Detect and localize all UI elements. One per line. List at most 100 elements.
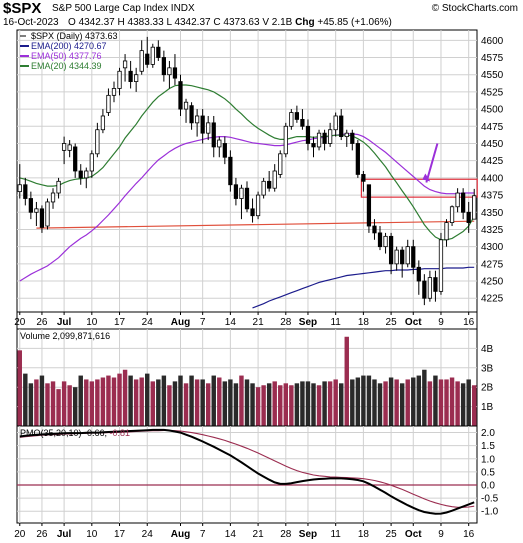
close-value: 4373.63: [223, 17, 260, 28]
volume-bar: [466, 379, 471, 426]
volume-bar: [156, 379, 161, 426]
volume-bar: [45, 383, 50, 426]
price-tick-label: 4500: [481, 105, 504, 116]
resistance-box: [360, 178, 478, 198]
volume-bar: [316, 385, 322, 426]
pmo-tick-label: 1.5: [481, 441, 495, 452]
volume-bar: [472, 385, 477, 426]
volume-bar: [350, 379, 355, 426]
candle-body: [183, 101, 189, 110]
volume-bar: [183, 383, 189, 426]
ema50-line: [19, 133, 475, 282]
candle-body: [455, 192, 460, 208]
date-tick-label: 18: [358, 529, 370, 540]
volume-bar: [327, 381, 333, 426]
date-tick-label: 18: [358, 317, 370, 328]
price-legend-entry: EMA(200) 4270.67: [31, 41, 107, 51]
volume-bar: [411, 377, 416, 426]
volume-legend: Volume 2,099,871,616: [20, 331, 110, 341]
candle-body: [466, 211, 471, 223]
price-tick-label: 4300: [481, 242, 504, 253]
date-tick-label: Sep: [299, 529, 317, 540]
candle-body: [283, 125, 288, 155]
date-axis: 20 26 Jul 10 17 24 Aug 7 14 21 28 Sep 11 18 25 Oct 9 16: [14, 311, 478, 330]
candle-body: [244, 187, 250, 210]
volume-bar: [178, 375, 183, 426]
candle-body: [228, 156, 233, 186]
candle-body: [233, 184, 239, 199]
volume-bar: [405, 379, 410, 426]
volume-bar: [305, 381, 311, 426]
candle-body: [444, 222, 449, 241]
volume-bar: [244, 379, 250, 426]
candle-body: [211, 122, 216, 148]
volume-bar: [444, 379, 449, 426]
candle-body: [78, 170, 83, 179]
change-value: +45.85 (+1.06%): [317, 17, 392, 28]
date-tick-label: 10: [86, 317, 98, 328]
volume-bar: [228, 379, 233, 426]
price-legend-entry: EMA(50) 4377.76: [31, 51, 102, 61]
volume-value: 2.1B: [271, 17, 293, 28]
ohlc-readout: O 4342.37 H 4383.33 L 4342.37 C 4373.63 …: [68, 17, 392, 28]
volume-bar: [455, 381, 460, 426]
candle-body: [122, 60, 128, 69]
volume-bar: [438, 379, 444, 426]
close-label: C: [213, 17, 221, 28]
volume-bar: [172, 381, 178, 426]
volume-bar: [161, 375, 167, 426]
ema20-line: [19, 84, 475, 241]
volume-bar: [266, 383, 272, 426]
date-tick-label: 10: [86, 529, 98, 540]
volume-bar: [72, 387, 78, 426]
price-legend-entry: EMA(20) 4344.39: [31, 61, 102, 71]
date-tick-label: 20: [14, 529, 26, 540]
candle-body: [200, 115, 205, 134]
volume-bar: [217, 377, 222, 426]
price-tick-label: 4375: [481, 191, 504, 202]
candle-body: [117, 70, 122, 89]
price-tick-label: 4525: [481, 87, 504, 98]
volume-bar: [388, 377, 394, 426]
candle-body: [361, 174, 366, 182]
volume-panel: 1B 2B 3B 4B Volume 2,099,871,616: [16, 328, 494, 427]
volume-bar: [344, 336, 349, 426]
date-tick-label: 25: [386, 529, 398, 540]
volume-bar: [383, 381, 388, 426]
candle-body: [128, 70, 133, 82]
candle-body: [156, 46, 161, 58]
candle-body: [34, 208, 39, 213]
pmo-tick-label: -1.0: [481, 507, 499, 518]
price-tick-label: 4475: [481, 122, 504, 133]
volume-bar: [34, 379, 39, 426]
volume-bar: [167, 385, 172, 426]
company-name: S&P 500 Large Cap Index INDX: [52, 3, 195, 14]
candle-body: [239, 187, 244, 199]
candle-body: [267, 180, 272, 189]
volume-bar: [311, 383, 316, 426]
candle-body: [449, 206, 455, 223]
date-tick-label: 20: [14, 317, 26, 328]
volume-bar: [399, 383, 405, 426]
date-tick-label: Oct: [405, 529, 422, 540]
volume-bar: [361, 375, 366, 426]
date-tick-label: Aug: [171, 529, 190, 540]
date-tick-label: Aug: [171, 317, 190, 328]
candle-body: [17, 184, 22, 193]
candle-body: [400, 249, 405, 265]
date-tick-label: 9: [438, 529, 444, 540]
volume-bar: [189, 375, 194, 426]
candle-body: [411, 246, 416, 268]
pmo-legend: PMO(35,20,10) -0.66, -0.81: [20, 428, 130, 438]
candle-body: [45, 201, 50, 227]
date-tick-label: 28: [280, 529, 292, 540]
price-panel: 4225 4250 4275 4300 4325 4350 4375 4400 4425 4450…: [16, 29, 504, 313]
date-tick-label: 21: [253, 529, 265, 540]
pmo-frame: [16, 425, 478, 524]
pmo-tick-label: 0.0: [481, 480, 495, 491]
volume-tick-label: 2B: [481, 383, 494, 394]
candle-body: [39, 208, 45, 228]
annotation-arrow-head: [422, 173, 431, 182]
volume-bar: [427, 381, 433, 426]
